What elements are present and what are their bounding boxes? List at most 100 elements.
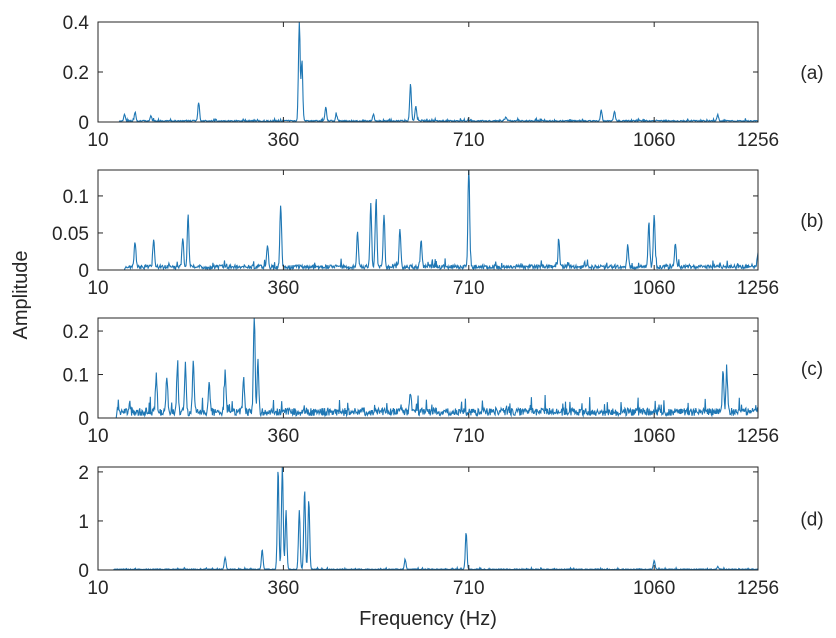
- peak-point-b-3: [187, 217, 190, 220]
- panel-d: 10 360 710 1060 1256 0 1 2 (d): [78, 463, 823, 599]
- peak-point-c-3: [184, 369, 187, 372]
- peak-point-d-1: [261, 549, 264, 552]
- x-tick-label-c-360: 360: [268, 426, 300, 447]
- peak-point-d-9: [465, 532, 468, 535]
- peak-point-d-0: [224, 556, 227, 559]
- peak-point-d-2: [277, 470, 280, 473]
- peak-point-a-2: [150, 116, 153, 119]
- y-tick-label-c-0.2: 0.2: [63, 322, 89, 343]
- x-tick-label-d-710: 710: [453, 578, 485, 599]
- y-tick-label-b-0.05: 0.05: [52, 224, 89, 245]
- peak-point-b-10: [398, 232, 401, 235]
- peak-point-c-2: [176, 373, 179, 376]
- panel-label-b: (b): [800, 211, 823, 232]
- peak-point-b-1: [152, 240, 155, 243]
- y-tick-label-a-0: 0: [78, 113, 89, 134]
- peak-point-c-10: [409, 397, 412, 400]
- panel-c: 10 360 710 1060 1256 0 0.1 0.2 (c): [63, 317, 823, 447]
- x-tick-label-d-1060: 1060: [633, 578, 675, 599]
- peak-point-a-6: [324, 107, 327, 110]
- x-tick-label-b-10: 10: [87, 278, 108, 299]
- peak-point-b-2: [181, 239, 184, 242]
- y-tick-label-d-0: 0: [78, 561, 89, 582]
- peak-point-c-4: [192, 364, 195, 367]
- peak-point-b-5: [279, 206, 282, 209]
- y-tick-label-c-0.1: 0.1: [63, 366, 89, 387]
- peak-point-b-14: [626, 246, 629, 249]
- peak-point-b-13: [557, 243, 560, 246]
- x-tick-label-b-1256: 1256: [737, 278, 779, 299]
- y-tick-label-a-0.2: 0.2: [63, 63, 89, 84]
- peak-point-c-11: [722, 375, 725, 378]
- x-tick-label-b-360: 360: [268, 278, 300, 299]
- peak-point-a-12: [600, 109, 603, 112]
- peak-point-b-16: [653, 215, 656, 218]
- x-tick-label-a-1256: 1256: [737, 130, 779, 151]
- x-tick-label-d-10: 10: [87, 578, 108, 599]
- axes-frame-d: [97, 466, 759, 571]
- peak-point-b-7: [369, 206, 372, 209]
- peak-point-d-6: [303, 490, 306, 493]
- x-tick-label-b-1060: 1060: [633, 278, 675, 299]
- peak-point-a-14: [716, 114, 719, 117]
- peak-point-a-5: [300, 61, 303, 64]
- peak-point-d-4: [285, 510, 288, 513]
- peak-point-a-0: [123, 114, 126, 117]
- y-axis-title: Amplitude: [10, 251, 32, 340]
- peak-point-a-7: [335, 114, 338, 117]
- y-tick-label-a-0.4: 0.4: [63, 13, 90, 34]
- peak-point-c-5: [208, 386, 211, 389]
- x-tick-label-a-710: 710: [453, 130, 485, 151]
- peak-point-d-11: [716, 566, 719, 569]
- panel-label-a: (a): [800, 63, 823, 84]
- peak-point-a-8: [372, 114, 375, 117]
- y-tick-label-c-0: 0: [78, 409, 89, 430]
- peak-point-d-7: [307, 500, 310, 503]
- peak-point-c-0: [155, 377, 158, 380]
- y-tick-label-d-1: 1: [78, 512, 89, 533]
- peak-point-d-8: [404, 559, 407, 562]
- peak-point-c-7: [242, 382, 245, 385]
- x-tick-label-d-360: 360: [268, 578, 300, 599]
- peak-point-b-17: [674, 246, 677, 249]
- peak-point-b-15: [647, 224, 650, 227]
- x-tick-label-a-10: 10: [87, 130, 108, 151]
- peak-point-a-11: [504, 117, 507, 120]
- x-tick-label-c-10: 10: [87, 426, 108, 447]
- axes-frame-b: [97, 169, 759, 271]
- x-tick-label-a-360: 360: [268, 130, 300, 151]
- x-tick-label-a-1060: 1060: [633, 130, 675, 151]
- series-line-a: [98, 22, 758, 122]
- peak-point-c-1: [165, 380, 168, 383]
- series-line-c: [98, 318, 758, 418]
- peak-point-a-1: [134, 112, 137, 115]
- peak-point-b-11: [420, 243, 423, 246]
- axes-frame-c: [97, 317, 759, 419]
- peak-point-b-6: [356, 232, 359, 235]
- x-tick-label-c-1256: 1256: [737, 426, 779, 447]
- y-tick-label-d-2: 2: [78, 463, 89, 484]
- series-line-d: [98, 467, 758, 570]
- peak-point-c-6: [224, 377, 227, 380]
- panel-label-c: (c): [801, 359, 823, 380]
- peak-point-b-9: [383, 217, 386, 220]
- panel-a: 10 360 710 1060 1256 0 0.2 0.4 (a): [63, 13, 824, 151]
- peak-point-b-0: [134, 243, 137, 246]
- x-tick-label-c-710: 710: [453, 426, 485, 447]
- peak-point-d-10: [653, 560, 656, 563]
- series-line-b: [98, 170, 758, 270]
- x-axis-title: Frequency (Hz): [359, 608, 497, 630]
- x-tick-label-d-1256: 1256: [737, 578, 779, 599]
- x-tick-label-b-710: 710: [453, 278, 485, 299]
- peak-point-a-13: [613, 111, 616, 114]
- y-tick-label-b-0: 0: [78, 261, 89, 282]
- y-tick-label-b-0.1: 0.1: [63, 187, 89, 208]
- peak-point-d-5: [298, 510, 301, 513]
- peak-point-c-9: [257, 364, 260, 367]
- panel-b: 10 360 710 1060 1256 0 0.05 0.1 (b): [52, 169, 824, 299]
- x-tick-label-c-1060: 1060: [633, 426, 675, 447]
- axes-frame-a: [97, 21, 759, 123]
- peak-point-a-3: [197, 102, 200, 105]
